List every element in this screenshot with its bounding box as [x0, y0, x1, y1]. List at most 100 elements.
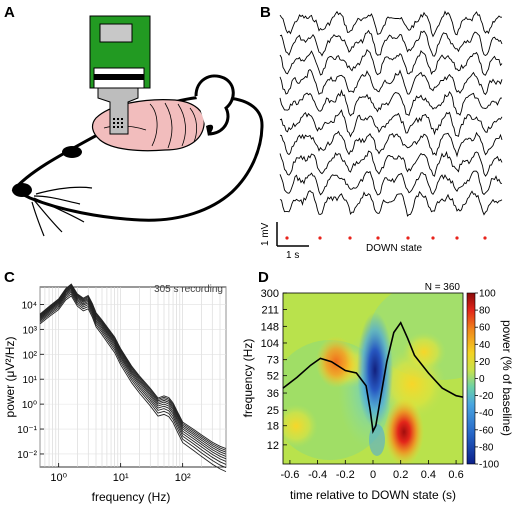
spectrogram-y-tick-label: 18	[267, 421, 279, 433]
brain-icon	[91, 99, 205, 152]
spectrogram-y-tick-label: 12	[267, 440, 279, 452]
eye-icon	[62, 146, 82, 158]
panel-c-letter: C	[4, 269, 15, 286]
scale-bar-voltage-label: 1 mV	[260, 222, 271, 246]
spectrogram-chart: 12 18 25 36 52 73 104 148 211 300 -0.6 -0.4 -0.2 0 0.…	[241, 282, 514, 502]
spectrogram-y-tick-label: 148	[261, 321, 279, 333]
psd-y-tick-label: 10⁻²	[17, 450, 37, 461]
psd-series	[39, 283, 227, 473]
colorbar-tick-label: -60	[479, 425, 494, 436]
psd-series-line	[39, 286, 227, 455]
whiskers	[31, 186, 93, 237]
psd-chart: 10⁻² 10⁻¹ 10⁰ 10¹ 10² 10³ 10⁴ 10⁰ 10¹ 10² 305 s …	[3, 283, 227, 504]
spectrogram-y-tick-label: 52	[267, 371, 279, 383]
panel-b-letter: B	[260, 4, 271, 21]
rat-illustration	[11, 15, 264, 237]
colorbar-tick-label: 0	[479, 374, 485, 385]
lfp-trace	[279, 69, 503, 96]
spectrogram-x-tick-label: 0	[370, 469, 376, 481]
psd-series-line	[39, 291, 227, 465]
psd-x-tick-label: 10²	[175, 472, 191, 484]
panel-a-letter: A	[4, 4, 15, 21]
psd-annotation: 305 s recording	[154, 284, 223, 295]
psd-series-line	[39, 283, 227, 450]
psd-y-tick-label: 10⁰	[22, 400, 37, 411]
colorbar-tick-label: -40	[479, 408, 494, 419]
lfp-trace	[279, 48, 503, 76]
psd-x-tick-label: 10⁰	[50, 472, 67, 484]
panel-d-letter: D	[258, 269, 269, 286]
spectrogram-x-tick-label: -0.4	[308, 469, 327, 481]
psd-series-line	[39, 293, 227, 469]
psd-series-line	[39, 290, 227, 462]
psd-y-label: power (μV²/Hz)	[3, 337, 17, 418]
down-state-marker	[285, 236, 289, 240]
down-state-marker	[455, 236, 459, 240]
recording-device-icon	[89, 15, 151, 135]
psd-y-tick-label: 10⁴	[22, 300, 37, 311]
spectrogram-x-ticks: -0.6 -0.4 -0.2 0 0.2 0.4 0.6	[280, 460, 464, 481]
spectrogram-y-tick-label: 36	[267, 388, 279, 400]
colorbar-tick-label: 40	[479, 340, 491, 351]
colorbar-ticks: -100 -80 -60 -40 -20 0 20 40 60 80 100	[475, 289, 499, 471]
nose-icon	[12, 183, 32, 197]
lfp-trace	[279, 170, 503, 196]
down-state-marker	[483, 236, 487, 240]
spectrogram-x-tick-label: 0.6	[448, 469, 463, 481]
lfp-trace	[279, 10, 502, 38]
lfp-trace	[279, 109, 503, 138]
scale-bar-time-label: 1 s	[286, 250, 299, 261]
colorbar-tick-label: -20	[479, 391, 494, 402]
spectrogram-y-label: frequency (Hz)	[241, 339, 255, 418]
psd-y-tick-label: 10³	[23, 325, 38, 336]
psd-y-tick-label: 10¹	[23, 375, 38, 386]
spectrogram-y-tick-label: 73	[267, 355, 279, 367]
colorbar	[466, 292, 476, 465]
colorbar-label: power (% of baseline)	[500, 320, 514, 436]
spectrogram-y-tick-label: 211	[261, 305, 279, 317]
lfp-traces	[279, 10, 503, 217]
psd-series-line	[39, 295, 227, 473]
scale-bar	[276, 222, 309, 247]
spectrogram-x-tick-label: -0.2	[336, 469, 355, 481]
psd-series-line	[39, 284, 227, 451]
psd-y-ticks: 10⁻² 10⁻¹ 10⁰ 10¹ 10² 10³ 10⁴	[17, 300, 44, 461]
lfp-trace	[279, 29, 503, 57]
psd-y-tick-label: 10⁻¹	[17, 425, 37, 436]
spectrogram-y-tick-label: 300	[261, 288, 279, 300]
down-state-marker	[318, 236, 322, 240]
psd-x-tick-label: 10¹	[113, 472, 129, 484]
lfp-trace	[279, 190, 503, 217]
psd-x-label: frequency (Hz)	[92, 490, 171, 504]
psd-y-tick-label: 10²	[23, 350, 38, 361]
spectrogram-x-tick-label: -0.6	[280, 469, 299, 481]
down-state-marker	[406, 236, 410, 240]
colorbar-tick-label: 20	[479, 357, 491, 368]
colorbar-tick-label: 80	[479, 306, 491, 317]
spectrogram-x-tick-label: 0.2	[393, 469, 408, 481]
psd-x-ticks: 10⁰ 10¹ 10²	[50, 463, 191, 484]
colorbar-tick-label: 60	[479, 323, 491, 334]
colorbar-tick-label: -100	[479, 460, 499, 471]
psd-grid	[39, 287, 227, 467]
down-state-markers	[285, 236, 487, 240]
mean-lfp-overlay	[282, 321, 464, 434]
lfp-trace	[279, 150, 503, 177]
colorbar-tick-label: 100	[479, 289, 496, 300]
spectrogram-y-tick-label: 25	[267, 405, 279, 417]
spectrogram-y-ticks: 12 18 25 36 52 73 104 148 211 300	[261, 288, 287, 452]
psd-series-line	[39, 288, 227, 460]
spectrogram-n-annotation: N = 360	[425, 282, 461, 293]
down-state-marker	[431, 236, 435, 240]
colorbar-tick-label: -80	[479, 442, 494, 453]
psd-series-line	[39, 285, 227, 453]
down-state-marker	[376, 236, 380, 240]
down-state-marker	[348, 236, 352, 240]
spectrogram-x-label: time relative to DOWN state (s)	[290, 488, 456, 502]
down-state-label: DOWN state	[366, 243, 423, 254]
lfp-trace	[279, 130, 503, 158]
spectrogram-y-tick-label: 104	[261, 338, 279, 350]
lfp-trace	[279, 89, 502, 117]
spectrogram-x-tick-label: 0.4	[421, 469, 436, 481]
